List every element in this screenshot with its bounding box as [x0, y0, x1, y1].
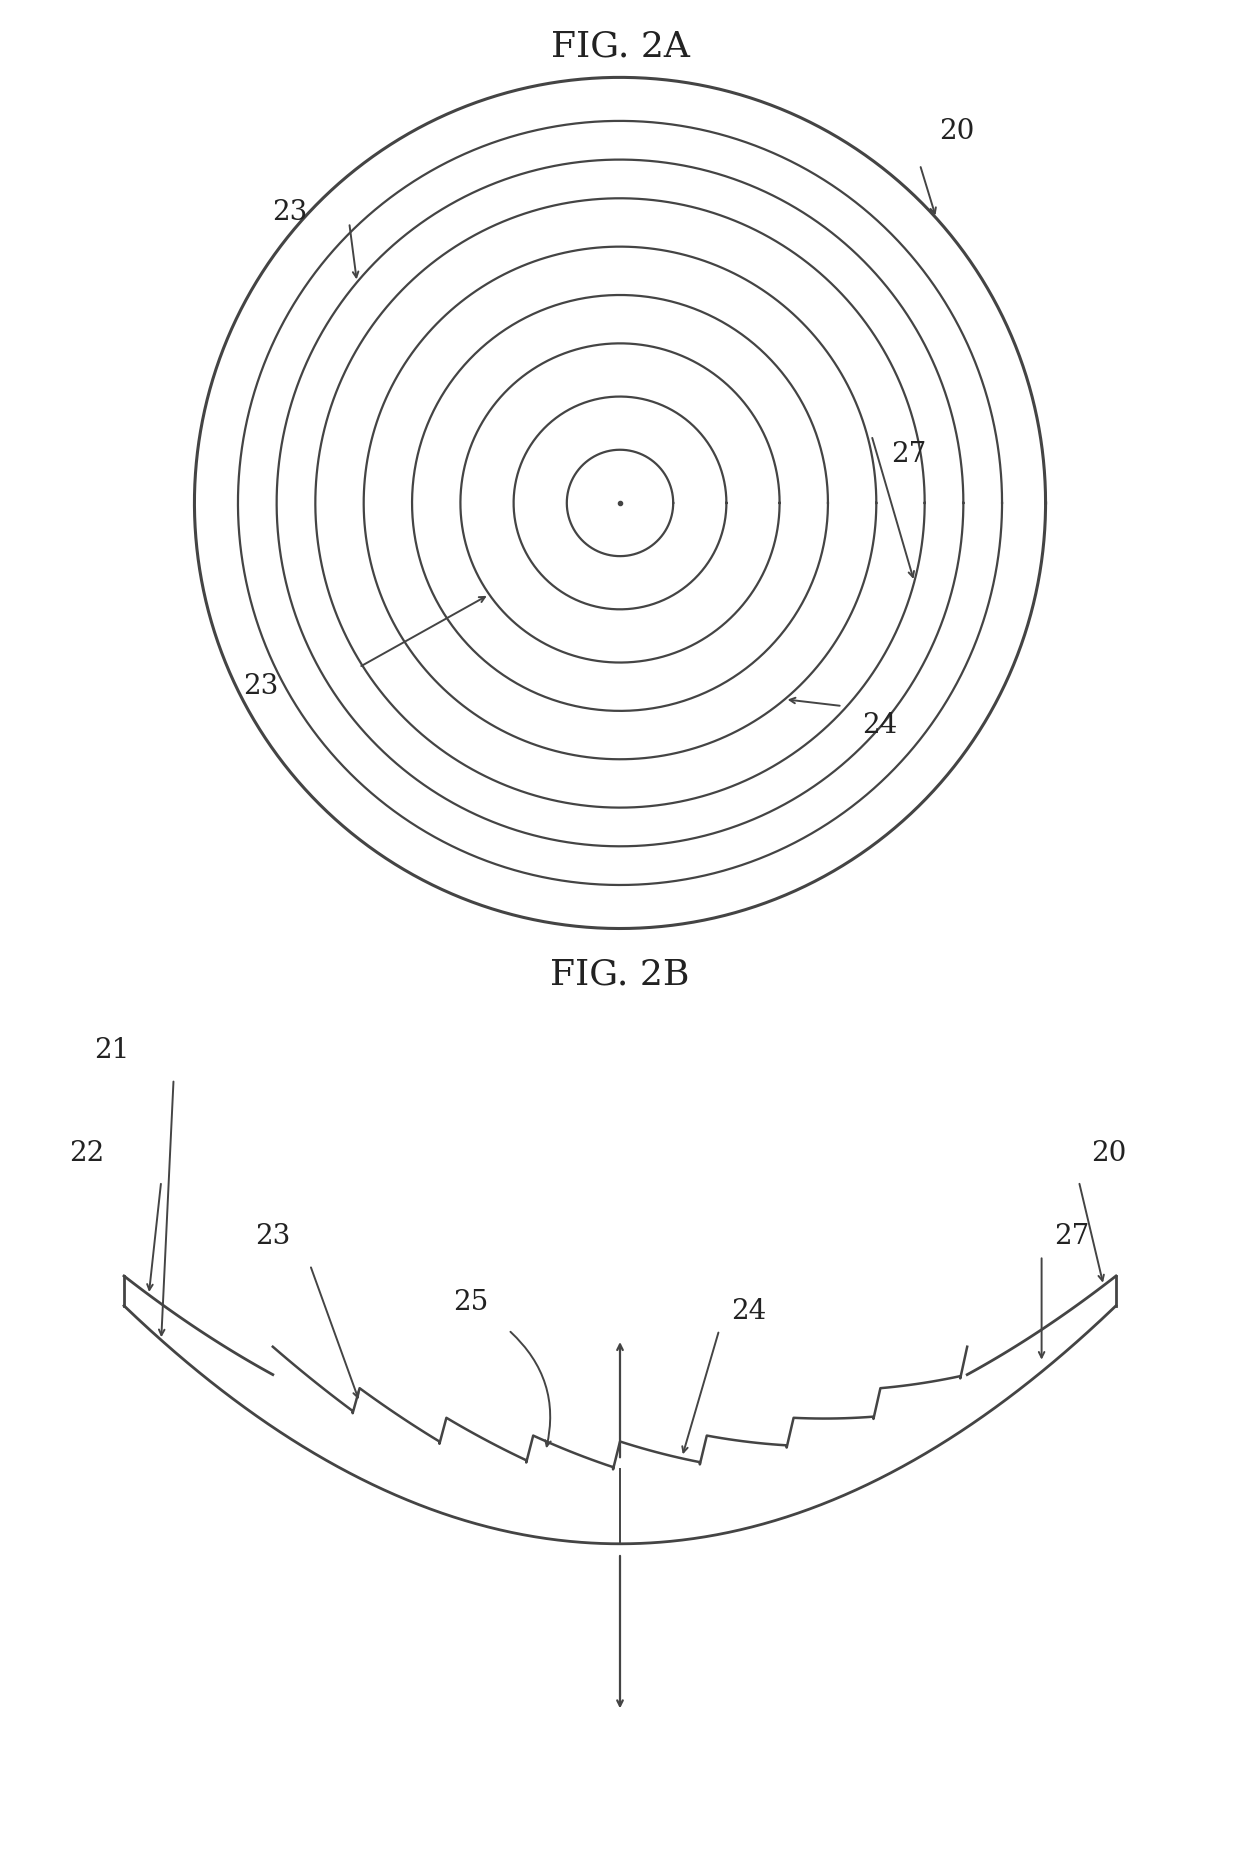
Text: 22: 22: [69, 1140, 104, 1166]
Text: FIG. 2B: FIG. 2B: [551, 958, 689, 991]
Text: 23: 23: [272, 199, 308, 227]
Text: 27: 27: [1054, 1224, 1090, 1250]
Text: 23: 23: [255, 1224, 290, 1250]
Text: 20: 20: [939, 117, 975, 145]
Text: 23: 23: [243, 673, 278, 699]
Text: FIG. 2A: FIG. 2A: [551, 30, 689, 63]
Text: 24: 24: [732, 1298, 766, 1324]
Text: 27: 27: [890, 441, 926, 469]
Text: 21: 21: [94, 1038, 129, 1064]
Text: 20: 20: [1091, 1140, 1127, 1166]
Text: 25: 25: [454, 1289, 489, 1315]
Text: 24: 24: [862, 712, 897, 738]
